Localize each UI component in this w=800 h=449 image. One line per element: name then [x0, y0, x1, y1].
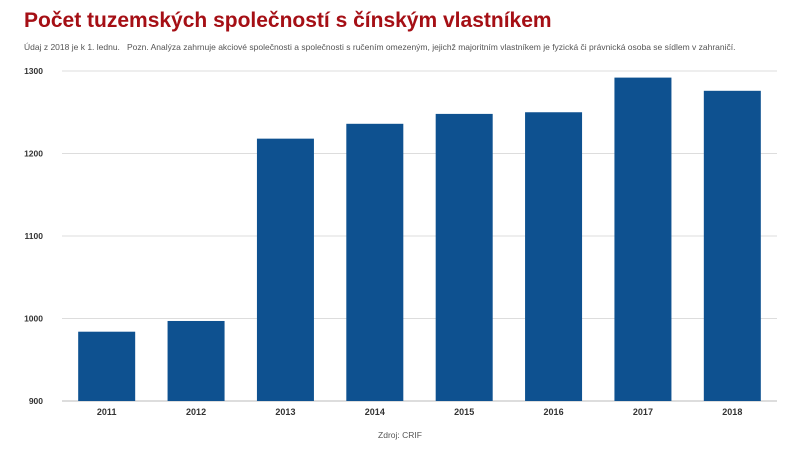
x-tick-label: 2015: [454, 407, 474, 417]
chart-subtitle: Údaj z 2018 je k 1. lednu. Pozn. Analýza…: [24, 42, 736, 52]
bar-2014: [346, 123, 404, 402]
x-tick-label: 2014: [365, 407, 385, 417]
x-tick-label: 2012: [186, 407, 206, 417]
bar-2011: [78, 331, 136, 401]
y-tick-label: 1100: [25, 231, 44, 241]
x-tick-label: 2013: [275, 407, 295, 417]
x-tick-label: 2018: [722, 407, 742, 417]
x-tick-label: 2011: [97, 407, 117, 417]
x-tick-label: 2017: [633, 407, 653, 417]
y-tick-label: 1000: [24, 314, 43, 324]
bar-2018: [703, 90, 761, 402]
chart-title: Počet tuzemských společností s čínským v…: [24, 9, 552, 32]
y-tick-label: 1300: [24, 66, 43, 76]
chart-source: Zdroj: CRIF: [378, 430, 422, 440]
bar-2017: [614, 77, 672, 401]
y-tick-label: 1200: [24, 149, 43, 159]
bar-2016: [525, 112, 583, 401]
bar-2012: [167, 320, 225, 401]
y-tick-label: 900: [29, 396, 43, 406]
bar-2013: [256, 138, 314, 401]
bar-2015: [435, 113, 493, 402]
x-tick-label: 2016: [544, 407, 564, 417]
